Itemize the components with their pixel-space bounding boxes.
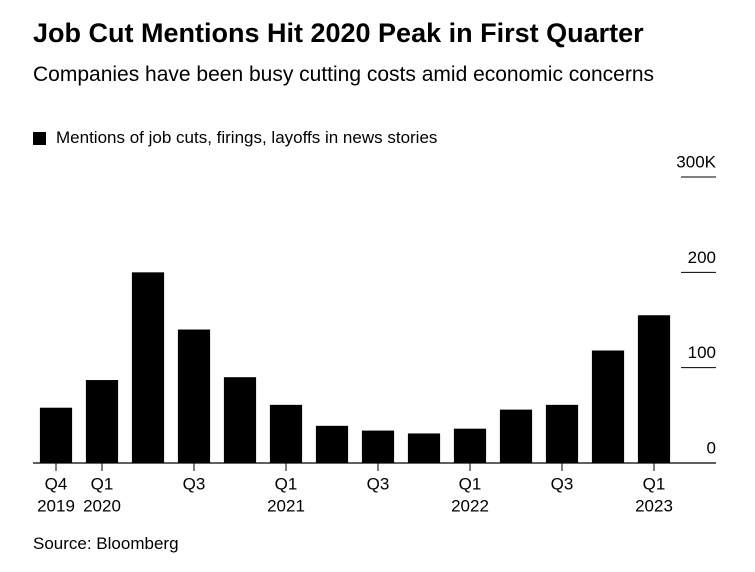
bar bbox=[177, 329, 211, 463]
bar bbox=[269, 404, 303, 463]
x-year-label: 2020 bbox=[83, 496, 121, 515]
x-tick-label: Q4 bbox=[45, 474, 68, 493]
x-tick-label: Q1 bbox=[275, 474, 298, 493]
x-year-label: 2022 bbox=[451, 496, 489, 515]
y-tick-label: 200 bbox=[688, 248, 716, 267]
y-tick-label: 0 bbox=[707, 438, 716, 457]
x-year-label: 2023 bbox=[635, 496, 673, 515]
source: Source: Bloomberg bbox=[33, 534, 179, 553]
x-tick-label: Q3 bbox=[551, 474, 574, 493]
x-tick-label: Q1 bbox=[459, 474, 482, 493]
chart-subtitle: Companies have been busy cutting costs a… bbox=[33, 63, 654, 86]
y-tick-label: 300K bbox=[676, 152, 716, 171]
x-year-label: 2019 bbox=[37, 496, 75, 515]
x-tick-label: Q1 bbox=[91, 474, 114, 493]
bar bbox=[591, 350, 625, 463]
x-year-label: 2021 bbox=[267, 496, 305, 515]
x-tick-label: Q3 bbox=[183, 474, 206, 493]
bar bbox=[361, 430, 395, 463]
chart-title: Job Cut Mentions Hit 2020 Peak in First … bbox=[33, 18, 644, 48]
legend: Mentions of job cuts, firings, layoffs i… bbox=[33, 128, 437, 148]
bar bbox=[39, 407, 73, 463]
y-tick-label: 100 bbox=[688, 343, 716, 362]
bar bbox=[453, 428, 487, 463]
x-tick-label: Q3 bbox=[367, 474, 390, 493]
bar bbox=[637, 315, 671, 463]
bar bbox=[499, 409, 533, 463]
x-tick-label: Q1 bbox=[643, 474, 666, 493]
bar bbox=[131, 272, 165, 463]
bar bbox=[407, 433, 441, 463]
legend-swatch bbox=[33, 131, 46, 145]
bar bbox=[85, 380, 119, 463]
legend-label: Mentions of job cuts, firings, layoffs i… bbox=[56, 128, 438, 147]
bar bbox=[545, 404, 579, 463]
bar bbox=[315, 425, 349, 463]
bar bbox=[223, 377, 257, 463]
